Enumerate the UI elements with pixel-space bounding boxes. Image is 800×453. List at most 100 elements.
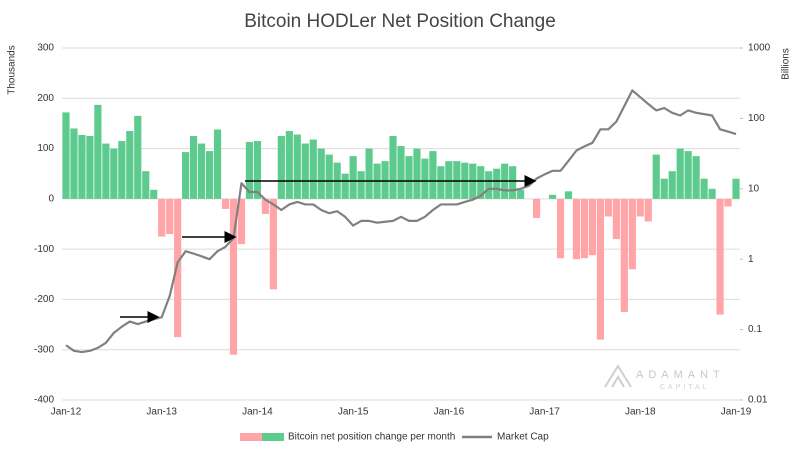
- bar: [118, 141, 126, 199]
- bar: [102, 143, 110, 199]
- chart-title: Bitcoin HODLer Net Position Change: [244, 11, 556, 32]
- bar: [158, 198, 166, 237]
- bar: [174, 198, 182, 338]
- bar: [301, 143, 309, 199]
- legend-label: Market Cap: [497, 432, 549, 443]
- y2-axis-title: Billions: [781, 48, 792, 80]
- bar: [429, 151, 437, 199]
- y2-tick-label: 0.01: [748, 395, 768, 406]
- market-cap-line: [65, 89, 737, 354]
- watermark-text: CAPITAL: [660, 384, 710, 391]
- bar: [94, 104, 102, 199]
- bar: [732, 178, 740, 199]
- plot-area: [62, 47, 743, 401]
- bar: [668, 171, 676, 199]
- bar: [341, 173, 349, 199]
- bar: [572, 198, 581, 260]
- bar: [381, 161, 389, 199]
- bar: [620, 198, 628, 312]
- bar: [636, 198, 644, 217]
- bar: [389, 136, 397, 199]
- bar: [548, 194, 557, 199]
- bar: [365, 148, 373, 199]
- bar: [150, 189, 158, 199]
- bar: [261, 198, 269, 214]
- bar: [692, 156, 700, 199]
- bar: [716, 198, 724, 315]
- bar: [221, 198, 230, 209]
- bar: [517, 189, 525, 199]
- bar: [628, 198, 636, 270]
- bar: [182, 152, 190, 199]
- bar: [126, 130, 134, 199]
- bar: [229, 198, 238, 355]
- bar: [293, 134, 301, 199]
- y-tick-label: -200: [34, 294, 54, 305]
- bar: [445, 161, 453, 199]
- y2-tick-label: 0.1: [748, 324, 762, 335]
- bar: [509, 166, 517, 199]
- y-tick-label: 300: [37, 43, 54, 54]
- x-tick-label: Jan-18: [625, 407, 656, 418]
- bar: [213, 129, 222, 199]
- bar: [652, 154, 660, 199]
- x-tick-label: Jan-12: [51, 407, 82, 418]
- bar: [134, 115, 142, 199]
- y-tick-label: -100: [34, 244, 54, 255]
- bar: [190, 136, 198, 199]
- bar: [437, 166, 445, 199]
- bar: [676, 148, 684, 199]
- bar: [612, 198, 620, 240]
- y-axis-title: Thousands: [7, 45, 18, 94]
- bar: [533, 198, 541, 218]
- y2-tick-label: 10: [748, 183, 760, 194]
- bar: [485, 171, 493, 199]
- bar: [453, 161, 461, 199]
- bar: [70, 128, 78, 199]
- bar: [309, 139, 317, 199]
- bar: [397, 146, 405, 199]
- bar: [604, 198, 612, 217]
- bar: [253, 141, 262, 199]
- legend-swatch: [262, 433, 284, 441]
- bar: [78, 134, 86, 199]
- y-tick-label: 100: [37, 143, 54, 154]
- bar: [724, 198, 732, 207]
- bar: [269, 198, 277, 290]
- bar: [325, 154, 333, 199]
- x-tick-label: Jan-15: [338, 407, 369, 418]
- y-tick-label: 0: [48, 193, 54, 204]
- y2-tick-label: 100: [748, 113, 765, 124]
- y2-tick-label: 1: [748, 254, 754, 265]
- bar: [644, 198, 652, 222]
- bar: [700, 178, 708, 199]
- bar: [556, 198, 565, 259]
- bar: [349, 156, 357, 199]
- watermark: ADAMANT CAPITAL: [604, 364, 725, 391]
- bar: [245, 142, 254, 199]
- bar: [237, 198, 246, 245]
- bar: [62, 112, 70, 199]
- y-tick-label: -300: [34, 344, 54, 355]
- y-tick-label: -400: [34, 395, 54, 406]
- bar: [277, 136, 285, 199]
- x-tick-label: Jan-13: [146, 407, 177, 418]
- bar: [596, 198, 604, 340]
- bar: [660, 178, 668, 199]
- bar: [405, 156, 413, 199]
- bar: [421, 158, 429, 199]
- y2-tick-label: 1000: [748, 43, 771, 54]
- bar: [110, 148, 118, 199]
- bar: [317, 148, 325, 199]
- y-tick-label: 200: [37, 93, 54, 104]
- bar: [205, 151, 214, 199]
- bar: [708, 188, 716, 199]
- bar: [477, 166, 485, 199]
- x-tick-label: Jan-16: [434, 407, 465, 418]
- watermark-text: ADAMANT: [636, 369, 725, 381]
- x-tick-label: Jan-17: [529, 407, 560, 418]
- bar: [588, 198, 597, 256]
- bar: [166, 198, 174, 235]
- x-tick-label: Jan-19: [721, 407, 752, 418]
